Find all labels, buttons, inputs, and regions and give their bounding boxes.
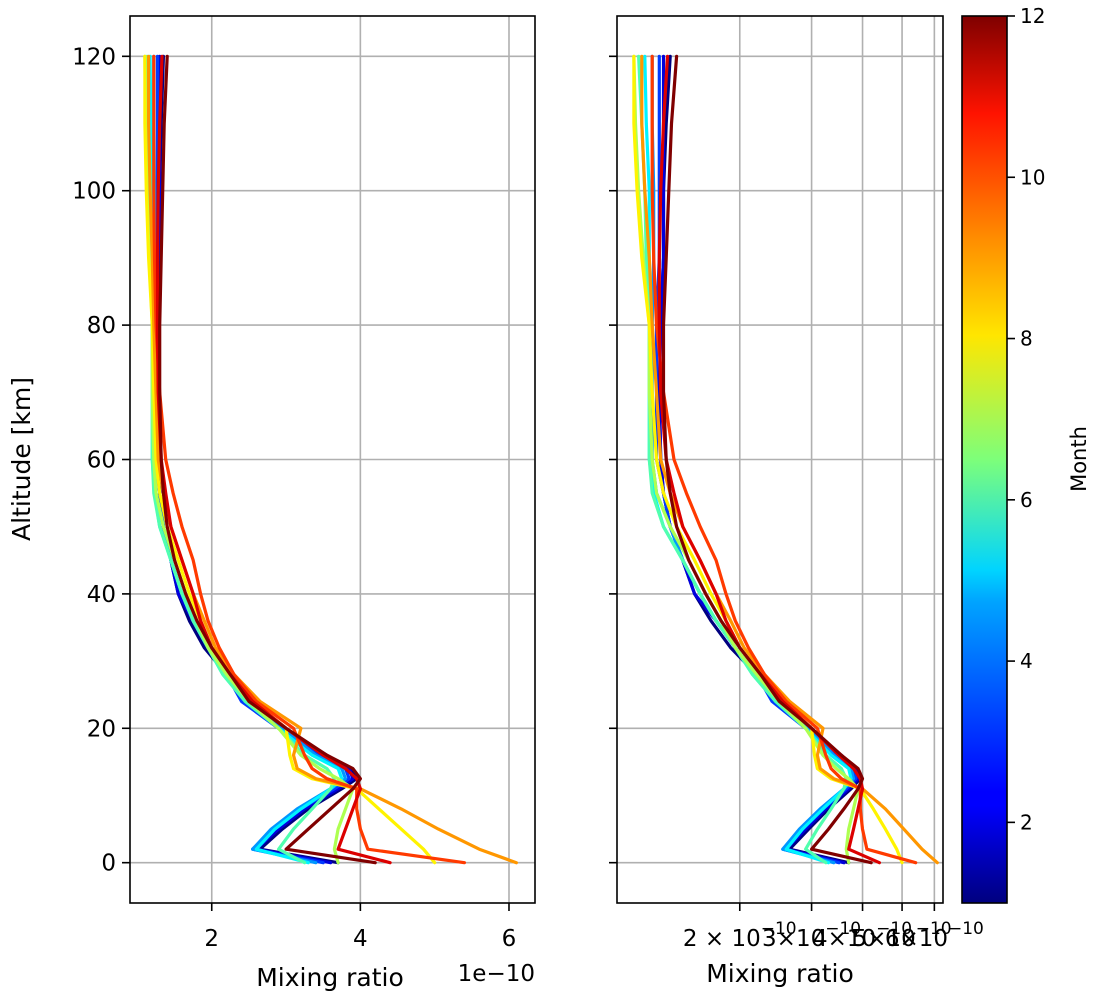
series-month-9 [147, 54, 519, 865]
x-tick-label: 4×10−10 [813, 919, 912, 952]
y-tick-label: 100 [72, 179, 116, 205]
y-tick-label: 20 [87, 716, 116, 742]
colorbar-ticks: 2 4 6 8 10 12 [1007, 4, 1045, 834]
left-xlabel: Mixing ratio [256, 963, 404, 992]
right-panel: 2 × 10−103×10−104×10−105×10−106×10−10 Mi… [609, 15, 984, 988]
left-ylabel: Altitude [km] [7, 377, 36, 541]
right-curves [632, 54, 939, 865]
colorbar-tick-label: 8 [1020, 327, 1033, 351]
x-tick-label: 2 [204, 926, 219, 952]
y-tick-label: 40 [87, 582, 116, 608]
series-month-12 [158, 54, 377, 865]
series-month-10 [152, 54, 466, 865]
left-x-offset-text: 1e−10 [458, 961, 535, 987]
left-panel: 0 20 40 60 80 100 120 2 4 6 Mixing ratio 1e−10 Al… [7, 15, 536, 992]
colorbar-label: Month [1067, 426, 1091, 492]
y-tick-label: 120 [72, 44, 116, 70]
colorbar-tick-label: 6 [1020, 488, 1033, 512]
colorbar-gradient [962, 16, 1007, 903]
colorbar-frame [961, 15, 1008, 904]
x-tick-label: 2 × 10−10 [683, 919, 797, 952]
x-tick-label: 6×10−10 [885, 919, 984, 952]
y-tick-label: 0 [101, 851, 116, 877]
series-month-9 [640, 54, 939, 865]
right-xlabel: Mixing ratio [706, 959, 854, 988]
x-tick-label: 4 [353, 926, 368, 952]
left-gridlines [130, 16, 535, 903]
y-tick-label: 80 [87, 313, 116, 339]
right-ticks: 2 × 10−103×10−104×10−105×10−106×10−10 [609, 55, 984, 952]
x-tick-label: 6 [502, 926, 517, 952]
colorbar-tick-label: 12 [1020, 4, 1045, 28]
colorbar-tick-label: 4 [1020, 649, 1033, 673]
series-month-11 [657, 54, 882, 865]
colorbar-tick-label: 2 [1020, 810, 1033, 834]
x-tick-label: 5×10−10 [853, 919, 952, 952]
y-tick-label: 60 [87, 448, 116, 474]
left-curves [143, 54, 519, 865]
series-month-11 [155, 54, 392, 865]
colorbar-tick-label: 10 [1020, 165, 1045, 189]
series-month-12 [661, 54, 873, 865]
x-tick-label: 3×10−10 [762, 919, 861, 952]
colorbar: 2 4 6 8 10 12 Month [961, 4, 1091, 904]
left-ticks: 0 20 40 60 80 100 120 2 4 6 [72, 44, 516, 952]
